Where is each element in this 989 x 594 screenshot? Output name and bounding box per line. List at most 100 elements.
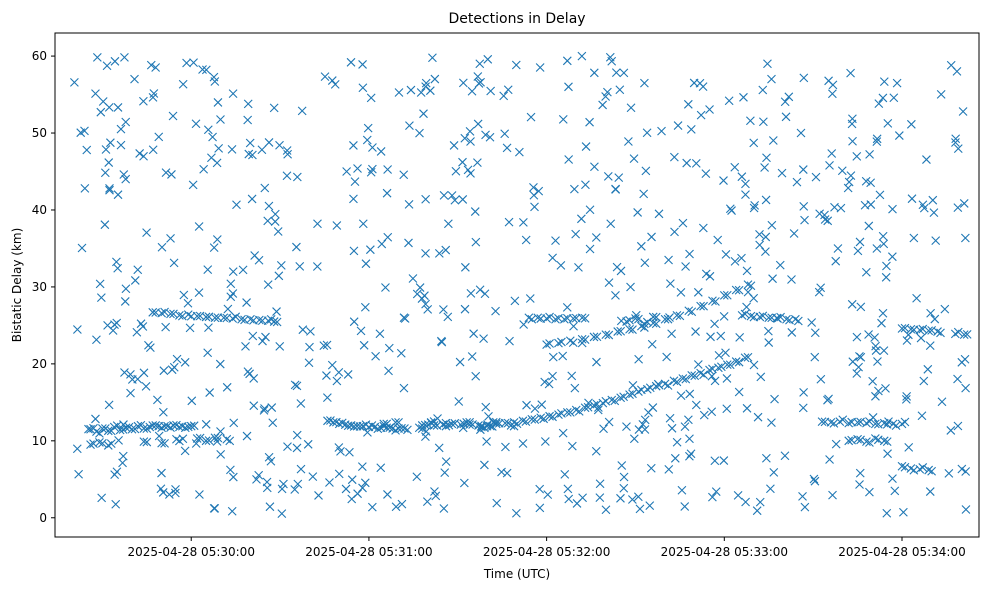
data-point (897, 324, 907, 333)
data-point (591, 446, 601, 456)
data-point (127, 375, 137, 384)
data-point (900, 462, 910, 472)
data-point (475, 59, 485, 69)
data-point (139, 437, 149, 446)
data-point (837, 166, 847, 176)
data-point (225, 436, 235, 446)
data-point (676, 287, 686, 297)
data-point (622, 317, 631, 326)
data-point (347, 475, 357, 485)
data-point (557, 337, 566, 347)
data-point (500, 418, 510, 428)
data-point (742, 403, 752, 413)
data-point (787, 328, 797, 337)
data-point (404, 199, 414, 209)
data-point (260, 404, 269, 413)
data-point (663, 314, 673, 324)
data-point (843, 183, 853, 193)
data-point (112, 421, 122, 431)
data-point (250, 251, 260, 260)
data-point (616, 326, 626, 336)
data-point (376, 463, 386, 473)
data-point (382, 188, 392, 198)
data-point (475, 285, 485, 295)
data-point (434, 443, 444, 453)
data-point (741, 497, 750, 507)
data-point (931, 236, 941, 246)
data-point (798, 403, 808, 413)
data-point (835, 417, 845, 426)
data-point (109, 422, 119, 432)
data-point (245, 369, 254, 379)
data-point (628, 325, 637, 335)
data-point (104, 400, 114, 410)
data-point (595, 493, 605, 502)
data-point (901, 394, 911, 404)
data-point (761, 232, 771, 242)
data-point (480, 423, 489, 433)
data-point (711, 297, 720, 306)
data-point (634, 354, 644, 364)
data-point (701, 169, 711, 179)
data-point (719, 456, 729, 465)
data-point (767, 418, 776, 428)
data-point (533, 313, 543, 323)
data-point (460, 133, 470, 143)
data-point (576, 214, 586, 224)
data-point (434, 249, 444, 258)
data-point (619, 68, 629, 78)
data-point (787, 275, 796, 284)
data-point (800, 215, 809, 225)
data-point (635, 504, 645, 514)
data-point (672, 311, 682, 320)
data-point (578, 493, 587, 503)
data-point (770, 394, 779, 404)
data-point (488, 417, 498, 427)
data-point (172, 434, 181, 444)
data-point (856, 435, 865, 445)
data-point (928, 195, 938, 205)
data-point (157, 308, 167, 318)
data-point (957, 357, 967, 367)
data-point (346, 57, 356, 67)
data-point (701, 269, 711, 279)
data-point (776, 312, 785, 322)
data-point (888, 474, 897, 483)
data-point (367, 164, 377, 174)
data-point (959, 330, 969, 340)
data-point (527, 314, 537, 324)
data-point (961, 505, 971, 514)
data-point (775, 260, 785, 270)
data-point (721, 348, 730, 358)
data-point (189, 58, 198, 67)
data-point (112, 467, 122, 477)
data-point (455, 357, 465, 367)
data-point (699, 301, 708, 311)
data-point (817, 417, 827, 426)
data-point (195, 433, 205, 443)
x-tick-label: 2025-04-28 05:34:00 (838, 545, 965, 559)
data-point (276, 260, 286, 270)
data-point (241, 341, 250, 351)
data-point (735, 332, 745, 342)
data-point (782, 314, 791, 324)
data-point (210, 503, 220, 513)
data-point (568, 338, 578, 348)
data-point (595, 479, 605, 489)
data-point (292, 430, 302, 440)
data-point (306, 327, 315, 336)
data-point (814, 287, 824, 297)
data-point (870, 419, 880, 429)
data-point (497, 467, 506, 477)
data-point (330, 80, 340, 89)
data-point (906, 464, 916, 473)
data-point (708, 364, 717, 374)
data-point (97, 424, 107, 433)
data-point (670, 453, 680, 463)
data-point (139, 151, 148, 161)
data-point (227, 506, 237, 516)
data-point (148, 307, 158, 317)
data-point (465, 126, 475, 136)
data-point (174, 311, 184, 320)
data-point (535, 484, 545, 494)
